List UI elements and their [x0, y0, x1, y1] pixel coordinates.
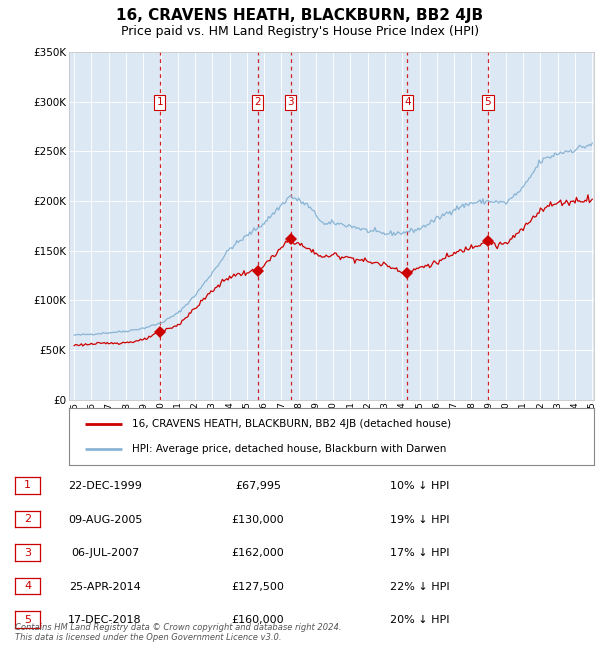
- Text: £67,995: £67,995: [235, 481, 281, 491]
- Text: Contains HM Land Registry data © Crown copyright and database right 2024.
This d: Contains HM Land Registry data © Crown c…: [15, 623, 341, 642]
- Text: 4: 4: [404, 98, 410, 107]
- Text: 5: 5: [485, 98, 491, 107]
- Text: £127,500: £127,500: [232, 582, 284, 592]
- Text: HPI: Average price, detached house, Blackburn with Darwen: HPI: Average price, detached house, Blac…: [132, 444, 446, 454]
- Text: Price paid vs. HM Land Registry's House Price Index (HPI): Price paid vs. HM Land Registry's House …: [121, 25, 479, 38]
- Text: 3: 3: [287, 98, 294, 107]
- Text: 2: 2: [24, 514, 31, 524]
- Text: 09-AUG-2005: 09-AUG-2005: [68, 515, 142, 525]
- Text: 16, CRAVENS HEATH, BLACKBURN, BB2 4JB: 16, CRAVENS HEATH, BLACKBURN, BB2 4JB: [116, 8, 484, 23]
- Text: 17-DEC-2018: 17-DEC-2018: [68, 616, 142, 625]
- Text: £160,000: £160,000: [232, 616, 284, 625]
- Text: 22-DEC-1999: 22-DEC-1999: [68, 481, 142, 491]
- Text: 5: 5: [24, 615, 31, 625]
- Text: 19% ↓ HPI: 19% ↓ HPI: [390, 515, 449, 525]
- Text: £162,000: £162,000: [232, 548, 284, 558]
- Text: 4: 4: [24, 581, 31, 591]
- Text: 20% ↓ HPI: 20% ↓ HPI: [390, 616, 449, 625]
- Text: 25-APR-2014: 25-APR-2014: [69, 582, 141, 592]
- Text: 1: 1: [24, 480, 31, 490]
- Text: 16, CRAVENS HEATH, BLACKBURN, BB2 4JB (detached house): 16, CRAVENS HEATH, BLACKBURN, BB2 4JB (d…: [132, 419, 451, 428]
- Text: 06-JUL-2007: 06-JUL-2007: [71, 548, 139, 558]
- Text: 1: 1: [157, 98, 163, 107]
- Text: 2: 2: [254, 98, 261, 107]
- Text: 22% ↓ HPI: 22% ↓ HPI: [390, 582, 449, 592]
- Text: 10% ↓ HPI: 10% ↓ HPI: [390, 481, 449, 491]
- Text: £130,000: £130,000: [232, 515, 284, 525]
- Text: 3: 3: [24, 547, 31, 558]
- Text: 17% ↓ HPI: 17% ↓ HPI: [390, 548, 449, 558]
